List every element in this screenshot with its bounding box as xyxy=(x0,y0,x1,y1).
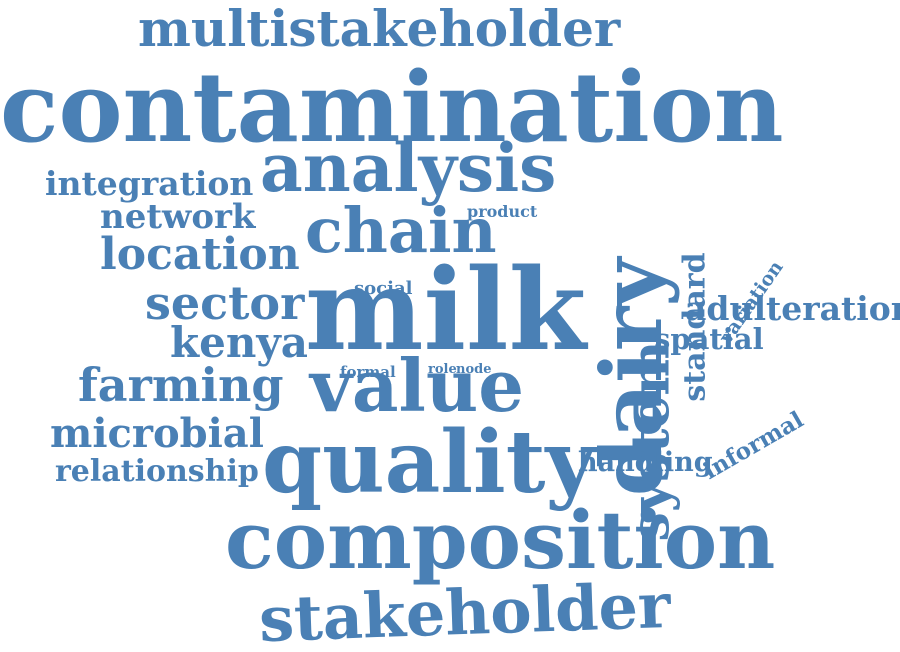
word-composition: composition xyxy=(225,493,776,587)
word-microbial: microbial xyxy=(50,410,264,457)
word-integration: integration xyxy=(45,164,254,203)
word-spatial: spatial xyxy=(654,322,764,356)
word-adulteration: adulteration xyxy=(685,289,900,328)
word-network: network xyxy=(100,197,256,237)
word-contamination: contamination xyxy=(0,51,784,164)
word-role: role xyxy=(428,362,457,377)
word-quality: quality xyxy=(262,412,596,513)
word-handling: handling xyxy=(578,447,713,478)
word-kenya: kenya xyxy=(170,318,308,367)
word-product: product xyxy=(467,202,538,221)
word-farming: farming xyxy=(78,358,284,412)
word-analysis: analysis xyxy=(260,129,557,207)
word-value: value xyxy=(310,343,524,428)
word-relationship: relationship xyxy=(55,454,259,489)
word-chain: chain xyxy=(305,194,497,267)
word-stakeholder: stakeholder xyxy=(257,568,672,652)
word-location: location xyxy=(100,229,300,280)
word-formal: formal xyxy=(340,363,396,381)
word-system: system xyxy=(619,340,681,541)
word-informal: informal xyxy=(698,406,809,486)
word-social: social xyxy=(354,278,413,299)
word-multistakeholder: multistakeholder xyxy=(138,0,621,58)
word-node: node xyxy=(456,362,492,377)
word-sector: sector xyxy=(145,276,305,330)
word-milk: milk xyxy=(305,245,587,376)
